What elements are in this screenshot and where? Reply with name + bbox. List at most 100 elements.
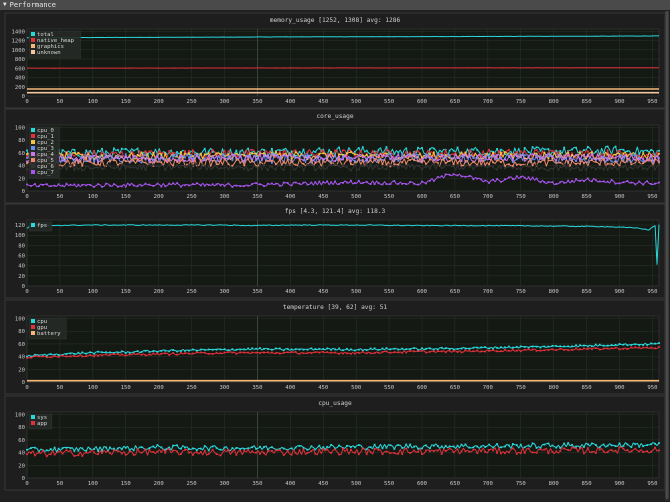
data-point [531,451,534,454]
data-point [97,149,99,152]
data-point [188,159,190,162]
data-point [571,154,573,156]
data-point [551,154,554,157]
x-tick-label: 800 [549,194,559,200]
data-point [255,451,257,454]
data-point [120,147,123,150]
data-point [168,150,171,152]
data-point [215,155,218,158]
data-point [515,163,518,166]
scrollbar-thumb[interactable] [665,11,669,499]
data-point [148,350,151,353]
data-point [97,453,99,456]
data-point [527,154,530,157]
data-point [555,345,558,347]
data-point [413,347,415,349]
data-point [144,154,147,157]
data-point [432,147,435,150]
data-point [89,150,92,152]
data-point [271,351,273,354]
data-point [464,159,467,162]
data-point [97,354,99,357]
data-point [452,149,455,152]
data-point [555,159,558,162]
data-point [472,350,475,353]
data-point [559,450,562,452]
data-point [251,183,254,185]
data-point [393,180,396,182]
data-point [172,157,175,160]
data-point [160,155,163,158]
data-point [223,185,226,187]
data-point [626,443,629,446]
data-point [148,163,151,166]
data-point [199,152,202,155]
x-tick-label: 400 [285,481,295,487]
data-point [271,153,273,155]
window-title-bar[interactable]: ▼ Performance [0,0,670,10]
data-point [259,183,261,186]
data-point [527,176,530,179]
data-point [231,164,234,167]
data-point [267,351,269,354]
data-point [460,450,463,453]
data-point [646,159,649,162]
data-point [176,353,178,356]
data-point [610,162,613,165]
data-point [492,150,494,153]
data-point [519,150,522,153]
data-point [468,446,471,449]
data-point [539,448,542,451]
data-point [350,163,352,165]
data-point [77,355,80,358]
data-point [353,153,356,156]
legend: fps [28,221,53,232]
data-point [421,147,423,149]
data-point [590,167,593,169]
x-tick-label: 400 [285,194,295,200]
data-point [598,159,601,162]
data-point [602,347,605,350]
data-point [45,356,48,359]
data-point [397,444,400,447]
data-point [646,157,649,160]
data-point [472,160,475,163]
data-point [310,181,313,184]
x-tick-label: 150 [121,194,131,200]
data-point [389,158,392,161]
data-point [85,184,88,187]
data-point [148,161,151,164]
data-point [413,449,415,452]
data-point [602,168,605,171]
y-tick-label: 120 [15,223,25,229]
data-point [274,156,277,158]
data-point [559,345,562,348]
data-point [587,443,589,446]
data-point [417,153,419,156]
data-point [413,152,415,155]
data-point [318,153,321,155]
data-point [559,152,562,155]
data-point [203,164,206,167]
data-point [81,183,84,186]
triangle-down-icon[interactable]: ▼ [3,1,7,8]
data-point [235,155,238,158]
data-point [116,148,119,151]
data-point [650,149,652,151]
data-point [496,159,498,162]
data-point [464,151,467,154]
data-point [397,348,400,351]
data-point [618,442,621,445]
data-point [658,149,660,152]
data-point [409,151,412,154]
data-point [41,183,44,186]
data-point [172,182,175,185]
data-point [622,160,625,163]
data-point [306,183,309,186]
data-point [152,158,155,161]
data-point [116,157,119,160]
data-point [440,346,443,349]
data-point [476,149,479,152]
data-point [113,167,115,169]
data-point [101,151,103,154]
